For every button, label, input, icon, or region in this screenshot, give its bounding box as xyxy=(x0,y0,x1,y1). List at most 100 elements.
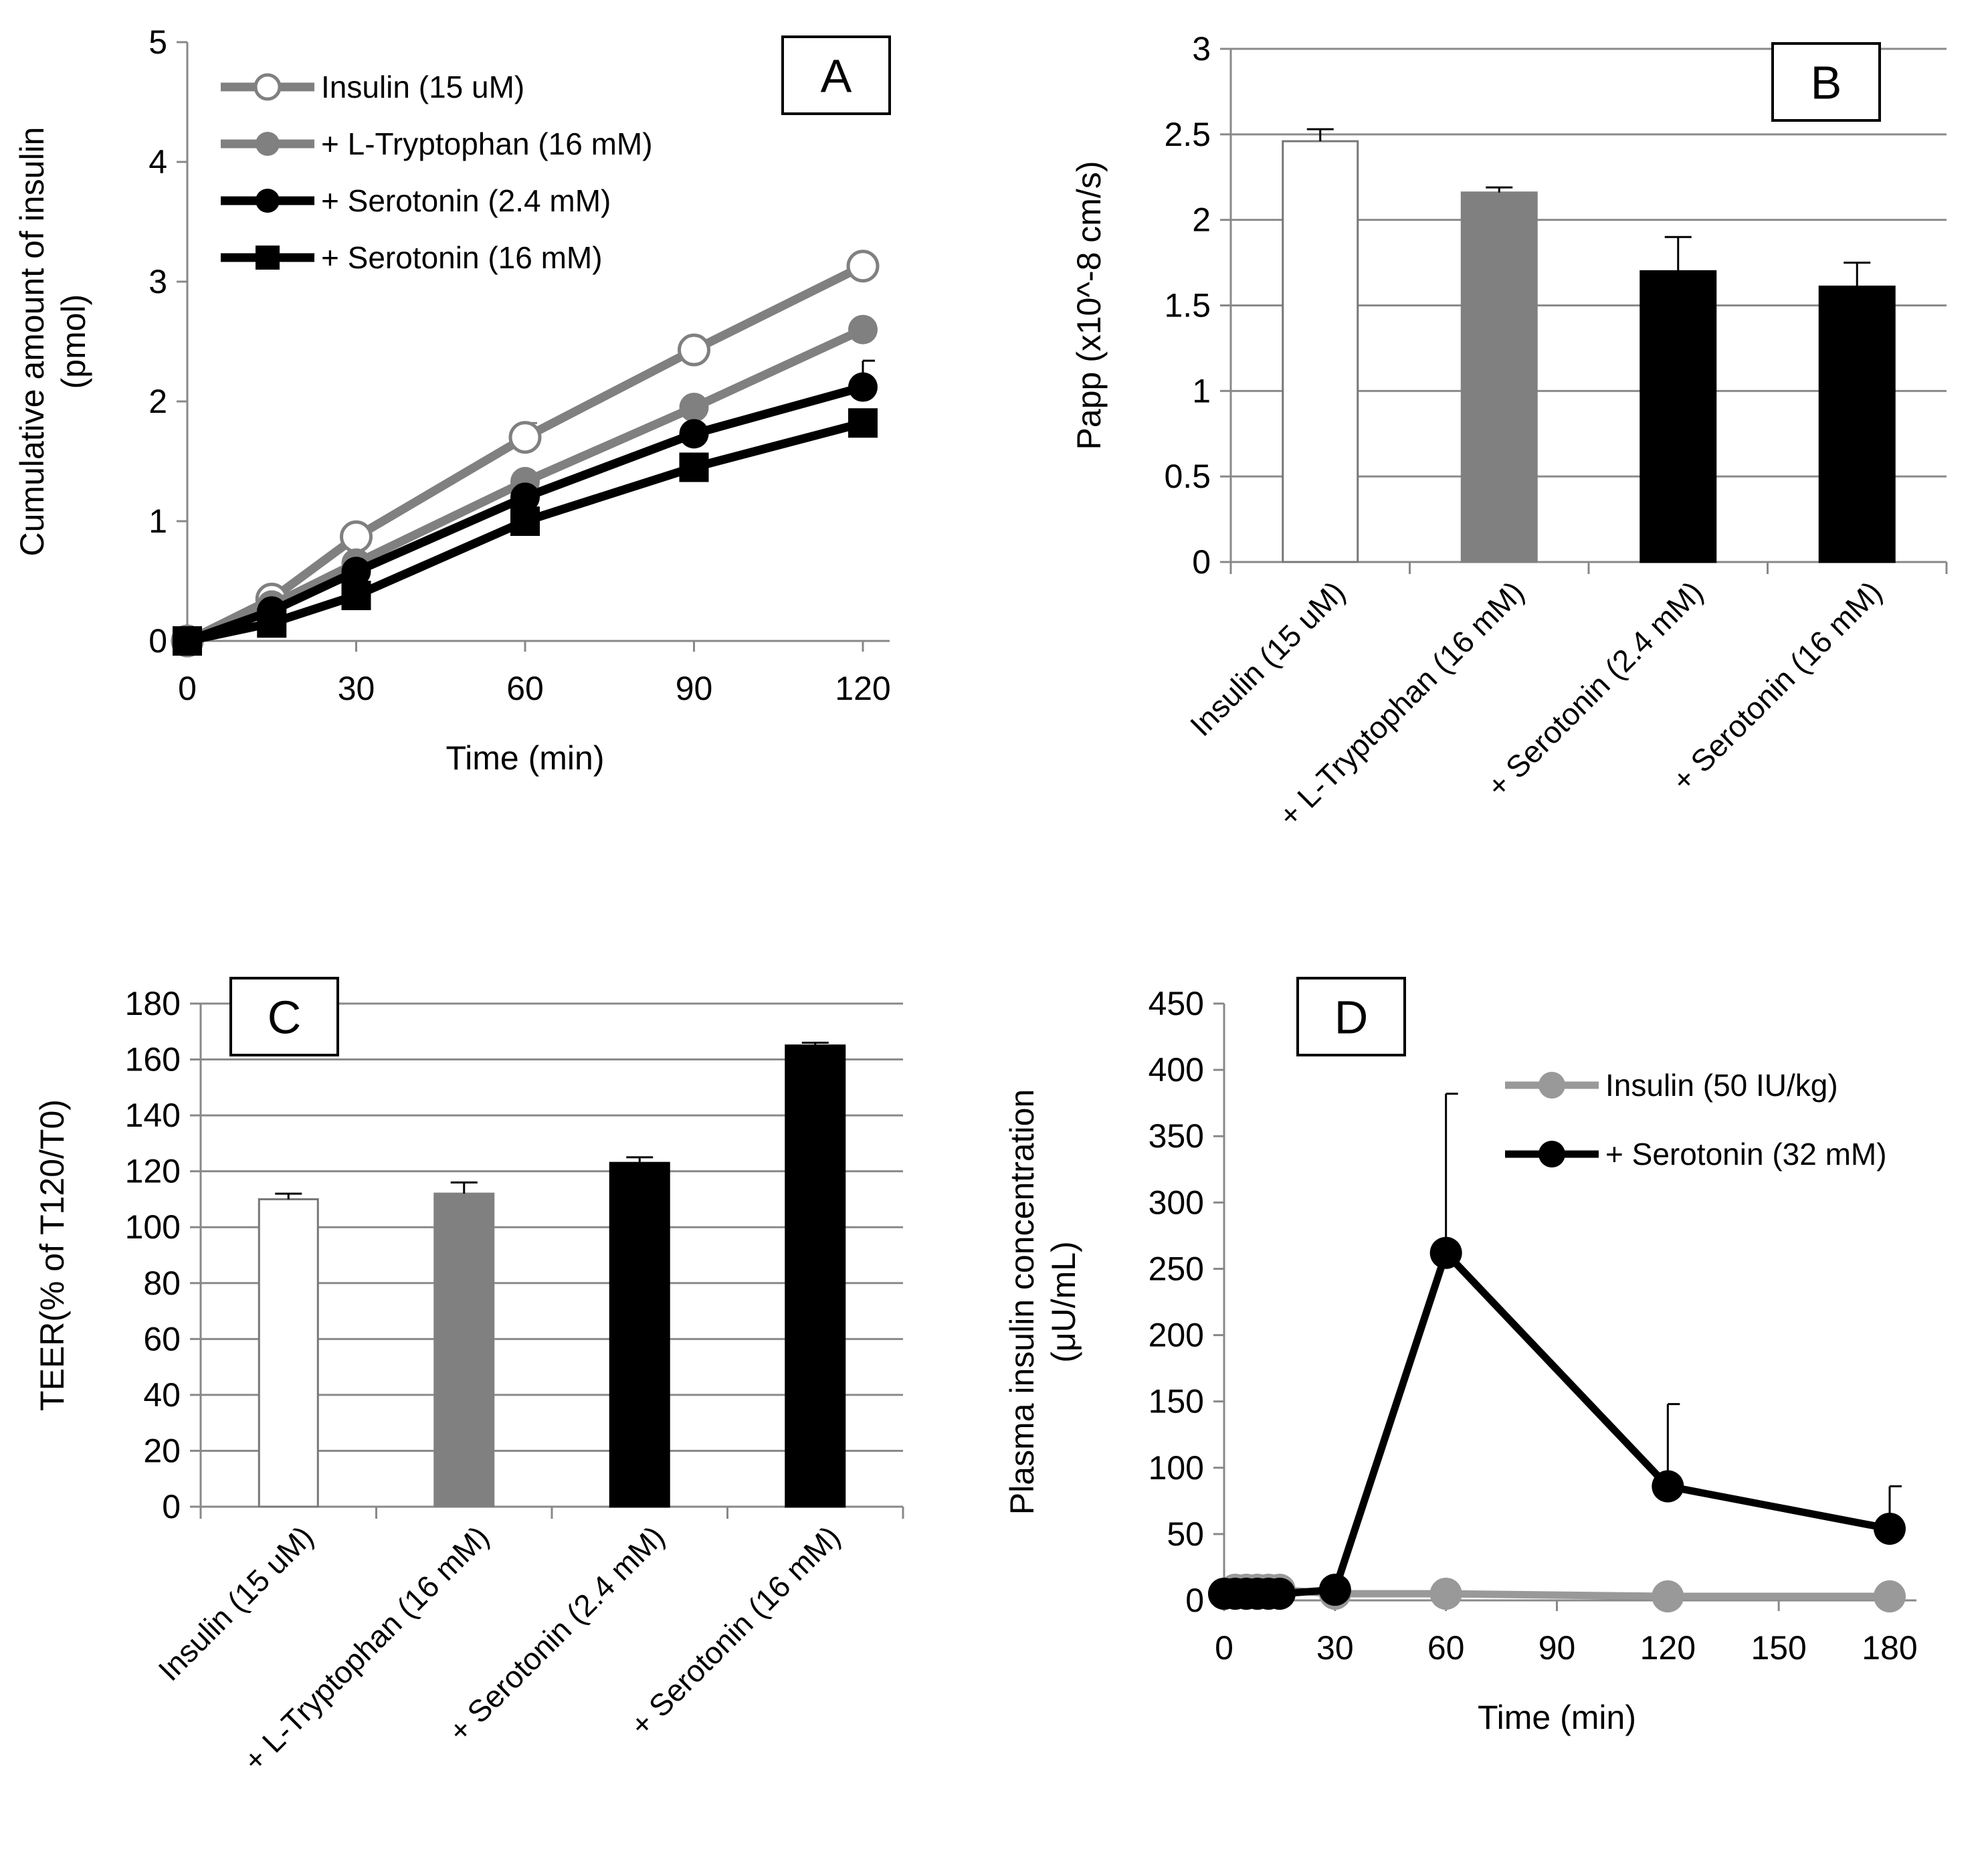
legend-entry-0: Insulin (15 uM) xyxy=(321,70,524,104)
y-tick-label: 200 xyxy=(1149,1317,1204,1354)
panel-label-letter: C xyxy=(268,992,302,1044)
legend-entry-3: + Serotonin (16 mM) xyxy=(321,240,603,275)
data-point xyxy=(1429,1578,1462,1610)
legend-swatch-marker xyxy=(256,246,280,270)
bar-2 xyxy=(1639,270,1717,563)
y-axis-title-line: Cumulative amount of insulin xyxy=(13,127,51,557)
legend-entry-1: + Serotonin (32 mM) xyxy=(1605,1137,1887,1172)
y-tick-label: 0.5 xyxy=(1164,458,1211,495)
y-tick-label: 120 xyxy=(125,1153,181,1190)
y-axis-title: Papp (x10^-8 cm/s) xyxy=(1070,161,1108,450)
category-label: Insulin (15 uM) xyxy=(1183,574,1352,743)
x-tick-label: 90 xyxy=(676,670,713,707)
y-tick-label: 0 xyxy=(162,1488,181,1525)
y-tick-label: 160 xyxy=(125,1041,181,1079)
panel-label-box xyxy=(229,977,339,1056)
data-point xyxy=(173,626,202,656)
panel-label-letter: B xyxy=(1811,57,1842,109)
x-tick-label: 90 xyxy=(1538,1629,1576,1667)
y-axis-title-line: (μU/mL) xyxy=(1045,1241,1082,1363)
data-point xyxy=(341,557,371,587)
bar-0 xyxy=(1282,140,1359,563)
y-axis-title-line: (pmol) xyxy=(55,294,92,389)
data-point xyxy=(1874,1512,1906,1545)
data-point xyxy=(1318,1574,1351,1606)
y-tick-label: 4 xyxy=(148,143,167,181)
panel-label-box xyxy=(1296,977,1406,1056)
data-point xyxy=(257,608,287,638)
y-tick-label: 2 xyxy=(1192,201,1211,239)
data-point xyxy=(678,333,710,367)
legend-swatch-marker xyxy=(254,73,282,101)
y-tick-label: 0 xyxy=(1192,543,1211,581)
bar-2 xyxy=(609,1161,670,1508)
x-tick-label: 30 xyxy=(1316,1629,1354,1667)
y-tick-label: 300 xyxy=(1149,1184,1204,1221)
panel-label-box xyxy=(1771,42,1881,122)
legend-swatch-marker xyxy=(1538,1141,1565,1167)
y-tick-label: 1 xyxy=(148,502,167,540)
bar-3 xyxy=(785,1044,846,1508)
y-tick-label: 150 xyxy=(1149,1383,1204,1420)
data-point xyxy=(510,482,540,512)
panel-label-box xyxy=(781,35,891,115)
panel-a-line-chart: 0 1 2 3 4 5 0 30 60 90 120 Time (min) Cumulative amo… xyxy=(13,23,891,777)
series-1 xyxy=(1208,1093,1906,1610)
bar-1 xyxy=(433,1192,495,1508)
y-tick-label: 40 xyxy=(143,1376,181,1414)
y-tick-label: 50 xyxy=(1167,1515,1204,1553)
legend-swatch-marker xyxy=(256,132,280,156)
y-tick-label: 450 xyxy=(1149,985,1204,1022)
panel-label-letter: A xyxy=(821,50,852,102)
data-point xyxy=(679,452,709,482)
y-tick-label: 5 xyxy=(148,23,167,61)
y-tick-label: 100 xyxy=(125,1208,181,1246)
x-tick-label: 0 xyxy=(178,670,197,707)
y-tick-label: 180 xyxy=(125,985,181,1022)
legend-entry-2: + Serotonin (2.4 mM) xyxy=(321,183,611,218)
bar-3 xyxy=(1818,285,1896,563)
y-tick-label: 3 xyxy=(1192,30,1211,68)
data-point xyxy=(1874,1580,1906,1613)
y-tick-label: 2.5 xyxy=(1164,116,1211,153)
data-point xyxy=(1263,1578,1296,1610)
series-3 xyxy=(173,408,878,656)
y-axis-title: Plasma insulin concentration (μU/mL) xyxy=(1003,1089,1082,1515)
data-point xyxy=(1652,1580,1684,1613)
y-tick-label: 400 xyxy=(1149,1051,1204,1089)
y-tick-label: 80 xyxy=(143,1265,181,1302)
x-tick-label: 30 xyxy=(338,670,375,707)
data-point xyxy=(341,580,371,610)
data-point xyxy=(679,392,709,422)
y-tick-label: 1 xyxy=(1192,372,1211,409)
legend-entry-0: Insulin (50 IU/kg) xyxy=(1605,1068,1838,1103)
x-tick-label: 60 xyxy=(506,670,544,707)
y-tick-label: 0 xyxy=(148,622,167,660)
x-tick-label: 180 xyxy=(1862,1629,1917,1667)
series-line xyxy=(1224,1246,1891,1598)
y-tick-label: 140 xyxy=(125,1097,181,1134)
legend-swatch-marker xyxy=(1538,1072,1565,1099)
x-tick-label: 60 xyxy=(1427,1629,1465,1667)
legend-swatch-marker xyxy=(256,189,280,213)
x-axis-title: Time (min) xyxy=(1478,1699,1636,1736)
x-tick-label: 0 xyxy=(1215,1629,1233,1667)
data-point xyxy=(848,372,878,402)
data-point xyxy=(508,421,542,454)
y-axis-title: TEER(% of T120/T0) xyxy=(33,1099,71,1411)
y-axis-title: Cumulative amount of insulin (pmol) xyxy=(13,127,92,557)
x-axis-title: Time (min) xyxy=(445,739,604,777)
panel-d-line-chart: 0 50 100 150 200 250 300 350 400 450 0 30 60 90 120 150… xyxy=(1003,977,1918,1736)
data-point xyxy=(340,520,373,553)
y-tick-label: 60 xyxy=(143,1320,181,1358)
legend-entry-1: + L-Tryptophan (16 mM) xyxy=(321,126,653,161)
x-tick-label: 120 xyxy=(1640,1629,1696,1667)
data-point xyxy=(510,506,540,536)
data-point xyxy=(1429,1236,1462,1269)
y-tick-label: 0 xyxy=(1185,1582,1204,1619)
data-point xyxy=(848,408,878,438)
data-point xyxy=(846,250,880,283)
